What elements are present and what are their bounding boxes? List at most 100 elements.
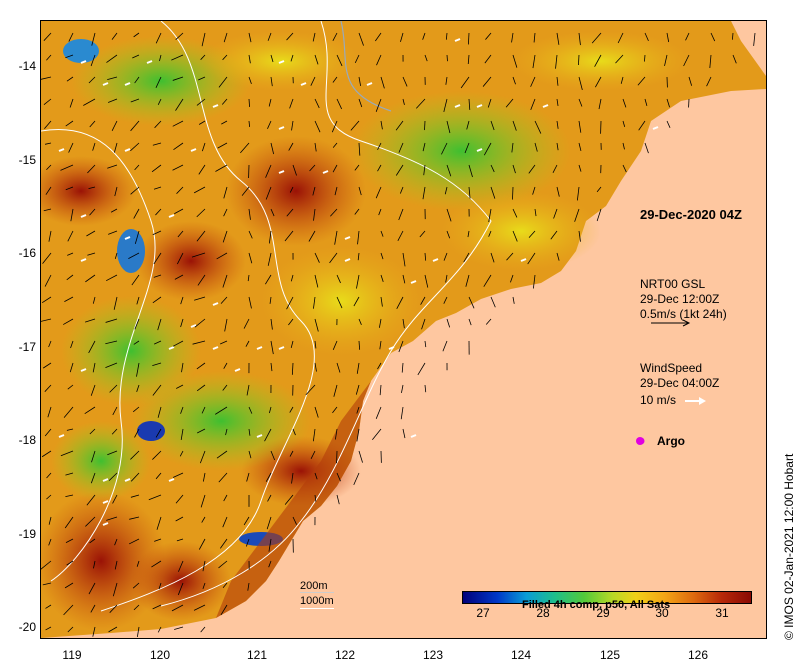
current-arrow bbox=[308, 230, 316, 242]
current-arrow bbox=[247, 274, 250, 282]
current-arrow bbox=[67, 626, 74, 633]
current-arrow bbox=[246, 384, 250, 396]
current-arrow bbox=[291, 472, 294, 484]
current-arrow bbox=[111, 120, 118, 131]
current-arrow bbox=[176, 384, 184, 389]
current-arrow bbox=[270, 362, 273, 372]
current-arrow bbox=[397, 230, 404, 242]
current-arrow bbox=[286, 32, 294, 41]
current-arrow bbox=[268, 406, 272, 414]
current-arrow bbox=[130, 120, 140, 132]
current-arrow bbox=[220, 340, 228, 345]
current-arrow bbox=[200, 54, 206, 60]
current-arrow bbox=[177, 582, 184, 596]
current-arrow bbox=[92, 362, 96, 373]
current-arrow bbox=[107, 164, 118, 169]
current-arrow bbox=[134, 230, 140, 244]
current-arrow bbox=[578, 230, 581, 242]
current-arrow bbox=[422, 32, 426, 40]
current-arrow bbox=[534, 142, 538, 152]
current-arrow bbox=[198, 164, 206, 175]
current-arrow bbox=[112, 582, 118, 597]
current-arrow bbox=[192, 340, 206, 345]
current-arrow bbox=[578, 120, 582, 133]
current-arrow bbox=[685, 32, 690, 41]
current-arrow bbox=[221, 98, 228, 105]
wind-arrow bbox=[388, 346, 395, 350]
current-arrow bbox=[46, 472, 52, 479]
current-arrow bbox=[179, 450, 184, 457]
current-arrow bbox=[333, 384, 338, 397]
current-arrow bbox=[490, 120, 495, 131]
current-arrow bbox=[401, 384, 404, 394]
current-arrow bbox=[468, 186, 471, 199]
current-arrow bbox=[380, 76, 385, 89]
current-arrow bbox=[358, 450, 363, 463]
current-arrow bbox=[622, 164, 627, 173]
current-arrow bbox=[157, 626, 162, 633]
current-arrow bbox=[395, 164, 404, 176]
current-arrow bbox=[198, 538, 206, 550]
current-arrow bbox=[90, 384, 96, 396]
current-arrow bbox=[312, 32, 316, 42]
current-arrow bbox=[218, 560, 228, 569]
current-arrow bbox=[424, 54, 428, 62]
current-arrow bbox=[553, 208, 558, 219]
current-arrow bbox=[198, 76, 206, 81]
wind-arrow bbox=[278, 60, 285, 64]
current-arrow bbox=[398, 208, 404, 221]
current-arrow bbox=[193, 186, 206, 194]
current-arrow bbox=[620, 76, 624, 84]
current-arrow bbox=[270, 76, 273, 87]
current-arrow bbox=[488, 230, 492, 237]
wind-arrow bbox=[322, 170, 329, 174]
current-arrow bbox=[88, 582, 96, 595]
current-arrow bbox=[268, 230, 272, 244]
current-arrow bbox=[89, 208, 96, 216]
current-arrow bbox=[482, 76, 492, 87]
current-arrow bbox=[83, 98, 96, 106]
current-arrow bbox=[358, 186, 362, 196]
current-arrow bbox=[248, 32, 252, 43]
current-arrow bbox=[222, 274, 228, 288]
current-arrow bbox=[215, 406, 228, 415]
current-arrow bbox=[467, 230, 470, 238]
argo-legend-label: Argo bbox=[657, 434, 685, 448]
current-arrow bbox=[246, 472, 250, 482]
current-arrow bbox=[248, 230, 253, 239]
x-tick-label: 125 bbox=[599, 648, 621, 662]
current-arrow bbox=[225, 428, 228, 436]
y-tick-label: -16 bbox=[18, 246, 36, 260]
current-arrow bbox=[152, 296, 162, 304]
current-arrow bbox=[305, 384, 316, 396]
current-arrow bbox=[511, 32, 514, 43]
current-arrow bbox=[217, 142, 228, 149]
current-arrow bbox=[422, 142, 426, 152]
current-arrow bbox=[130, 450, 140, 460]
current-arrow bbox=[66, 560, 74, 566]
current-arrow bbox=[68, 142, 74, 153]
current-arrow bbox=[709, 54, 712, 69]
current-arrow bbox=[63, 604, 74, 616]
current-arrow bbox=[154, 120, 162, 129]
current-arrow bbox=[202, 582, 206, 590]
current-arrow bbox=[176, 252, 184, 265]
current-arrow bbox=[172, 340, 184, 347]
current-arrow bbox=[216, 252, 228, 260]
current-arrow bbox=[288, 318, 294, 326]
current-arrow bbox=[372, 428, 382, 440]
current-arrow bbox=[91, 32, 96, 46]
current-arrow bbox=[107, 76, 118, 81]
current-arrow bbox=[267, 32, 272, 41]
current-arrow bbox=[90, 54, 96, 67]
current-arrow bbox=[354, 54, 360, 64]
current-arrow bbox=[191, 252, 206, 258]
current-arrow bbox=[753, 32, 756, 46]
current-arrow bbox=[92, 296, 96, 304]
map-datetime-title: 29-Dec-2020 04Z bbox=[640, 207, 742, 222]
current-arrow bbox=[638, 120, 646, 131]
current-arrow bbox=[534, 120, 542, 134]
current-arrow bbox=[706, 76, 712, 87]
current-arrow bbox=[243, 318, 250, 329]
current-arrow bbox=[42, 252, 52, 264]
